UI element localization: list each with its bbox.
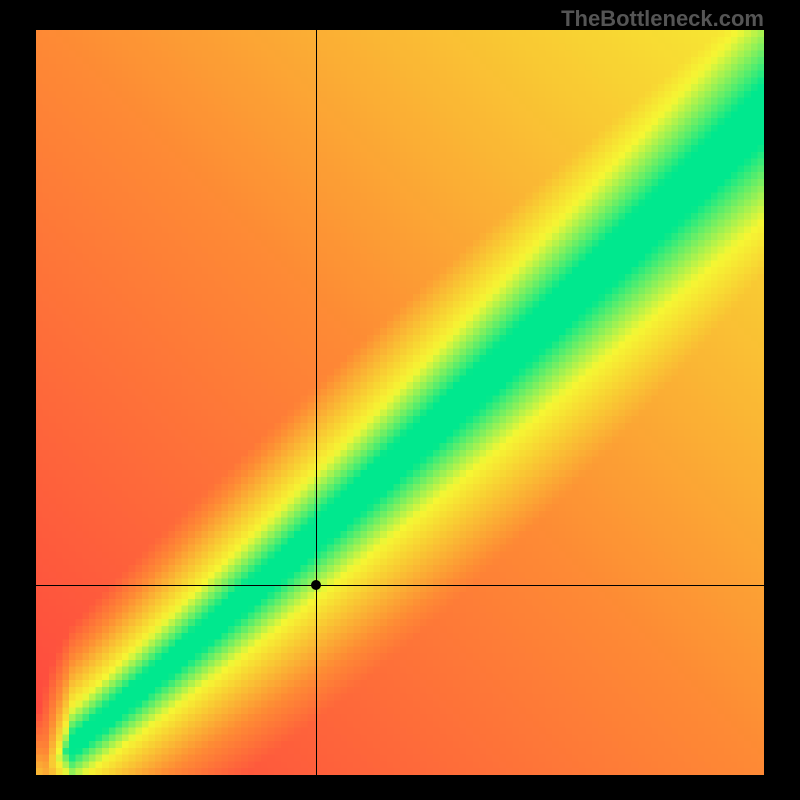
crosshair-horizontal — [36, 585, 764, 586]
crosshair-vertical — [316, 30, 317, 775]
watermark-text: TheBottleneck.com — [561, 6, 764, 32]
chart-container: TheBottleneck.com — [0, 0, 800, 800]
bottleneck-heatmap — [36, 30, 764, 775]
